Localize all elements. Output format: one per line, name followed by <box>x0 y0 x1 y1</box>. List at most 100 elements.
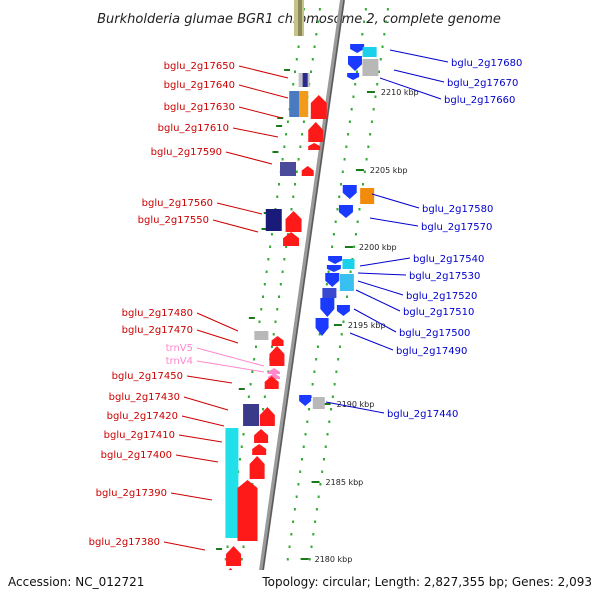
track-dot <box>313 45 316 48</box>
forward-gene-label: bglu_2g17450 <box>112 371 183 382</box>
backbone-edge <box>258 0 345 600</box>
tick-label: 2190 kbp <box>337 400 375 409</box>
track-dot <box>386 8 389 11</box>
leader-line <box>163 541 206 551</box>
tick-label: 2185 kbp <box>326 478 364 487</box>
track-dot <box>333 383 336 386</box>
reverse-gene-arrow <box>326 265 341 272</box>
track-dot <box>295 58 298 61</box>
track-dot <box>355 70 358 73</box>
track-dot <box>363 20 366 23</box>
track-dot <box>294 183 297 186</box>
track-dot <box>295 495 298 498</box>
forward-gene-label: bglu_2g17480 <box>122 308 193 319</box>
leader-line <box>357 272 407 276</box>
leader-line <box>216 202 263 215</box>
track-dot <box>338 195 341 198</box>
forward-gene-label: bglu_2g17640 <box>164 80 235 91</box>
leader-line <box>357 280 404 296</box>
track-dot <box>367 145 370 148</box>
track-dot <box>300 458 303 461</box>
gene-block-navy <box>302 73 308 87</box>
track-dot <box>336 208 339 211</box>
track-dot <box>330 408 333 411</box>
leader-line <box>238 65 289 79</box>
track-dot <box>315 358 318 361</box>
track-dot <box>226 545 229 548</box>
track-dot <box>383 33 386 36</box>
track-dot <box>342 320 345 323</box>
reverse-gene-label: bglu_2g17660 <box>444 95 515 106</box>
track-dot <box>247 395 250 398</box>
track-dot <box>283 258 286 261</box>
track-dot <box>238 458 241 461</box>
track-dot <box>254 345 257 348</box>
forward-gene-label: bglu_2g17630 <box>164 102 235 113</box>
track-dot <box>308 408 311 411</box>
track-dot <box>278 295 281 298</box>
gene-block-grey <box>312 397 325 409</box>
track-dot <box>365 158 368 161</box>
tick-label: 2195 kbp <box>348 321 386 330</box>
reverse-gene-label: bglu_2g17680 <box>451 58 522 69</box>
leader-line <box>238 106 283 119</box>
gene-block-slate <box>280 162 297 176</box>
leader-line <box>183 396 229 411</box>
gene-block-orange <box>299 91 309 117</box>
track-dot <box>348 120 351 123</box>
track-dot <box>353 245 356 248</box>
track-dot <box>331 395 334 398</box>
tick-label: 2180 kbp <box>315 555 353 564</box>
gene-block-blue <box>289 91 300 117</box>
track-dot <box>302 445 305 448</box>
track-dot <box>326 433 329 436</box>
track-dot <box>358 208 361 211</box>
forward-gene-arrow <box>310 95 327 119</box>
track-dot <box>279 283 282 286</box>
forward-gene-label: bglu_2g17390 <box>96 488 167 499</box>
leader-line <box>353 308 397 333</box>
reverse-gene-arrow <box>342 185 357 199</box>
forward-gene-label: bglu_2g17410 <box>104 430 175 441</box>
leader-line <box>196 360 265 373</box>
leader-line <box>393 69 445 83</box>
reverse-gene-arrow <box>320 298 335 317</box>
reverse-gene-arrow <box>336 305 350 316</box>
track-dot <box>315 508 318 511</box>
gc-strip <box>294 0 304 36</box>
trna-arrow <box>268 368 280 374</box>
track-dot <box>249 383 252 386</box>
track-dot <box>337 358 340 361</box>
leader-line <box>186 375 233 384</box>
track-dot <box>374 95 377 98</box>
leader-line <box>212 219 259 233</box>
leader-line <box>349 332 394 351</box>
forward-gene-arrow <box>237 480 258 541</box>
track-dot <box>281 158 284 161</box>
gene-block-slate <box>243 404 260 426</box>
track-dot <box>267 258 270 261</box>
forward-gene-arrow <box>254 429 269 443</box>
track-dot <box>334 220 337 223</box>
gene-block-grey <box>362 59 379 76</box>
track-dot <box>297 158 300 161</box>
track-dot <box>293 70 296 73</box>
track-dot <box>361 33 364 36</box>
tick-label: 2205 kbp <box>370 166 408 175</box>
gene-block-navy <box>265 209 282 231</box>
forward-gene-label: bglu_2g17420 <box>107 411 178 422</box>
track-dot <box>299 470 302 473</box>
forward-gene-arrow <box>252 444 267 455</box>
forward-gene-label: bglu_2g17550 <box>138 215 209 226</box>
leader-line <box>181 415 225 427</box>
leader-line <box>379 77 442 100</box>
track-dot <box>364 8 367 11</box>
track-dot <box>276 308 279 311</box>
track-dot <box>327 270 330 273</box>
reverse-gene-label: bglu_2g17540 <box>413 254 484 265</box>
track-dot <box>312 533 315 536</box>
track-dot <box>340 333 343 336</box>
track-dot <box>304 433 307 436</box>
forward-gene-label: bglu_2g17650 <box>164 61 235 72</box>
track-dot <box>288 545 291 548</box>
